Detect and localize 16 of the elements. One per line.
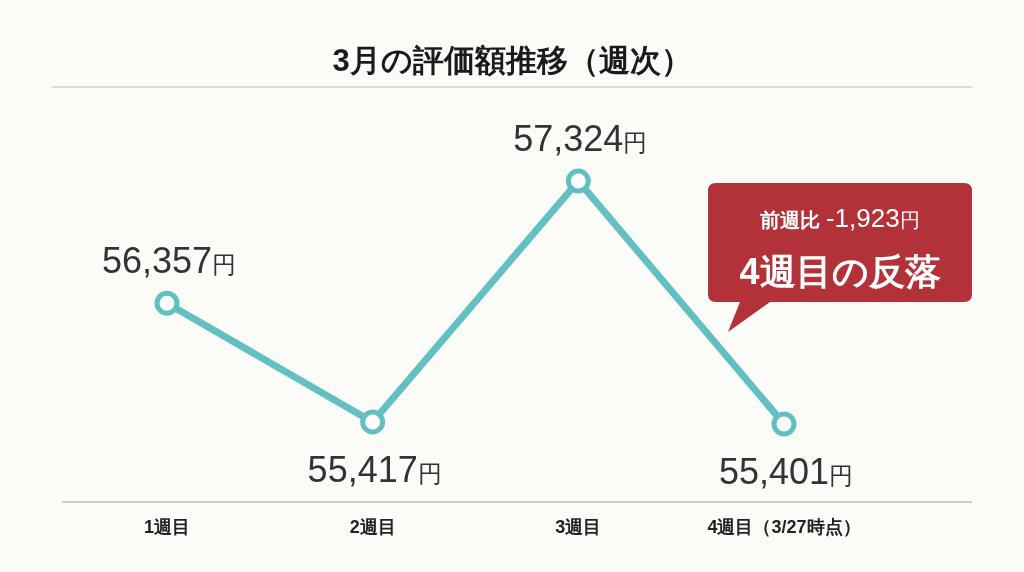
data-label: 57,324円 <box>513 118 648 159</box>
data-label: 55,417円 <box>307 448 442 490</box>
annotation: 前週比 -1,923円 <box>759 203 920 233</box>
x-tick-label: 2週目 <box>349 517 396 537</box>
x-tick-label: 3週目 <box>555 517 602 537</box>
chart-title: 3月の評価額推移（週次） <box>332 43 692 78</box>
point <box>771 411 797 437</box>
x-tick-label: 1週目 <box>143 517 191 537</box>
x-tick-label: 4週目（3/27時点） <box>707 517 861 537</box>
data-label: 56,357円 <box>101 240 237 282</box>
point <box>360 409 386 435</box>
annotation: 4週目の反落 <box>739 251 941 292</box>
callout: 前週比 -1,923円 4週目の反落 <box>708 183 972 332</box>
data-label: 55,401円 <box>718 451 854 492</box>
point <box>154 290 180 316</box>
point <box>565 168 591 194</box>
